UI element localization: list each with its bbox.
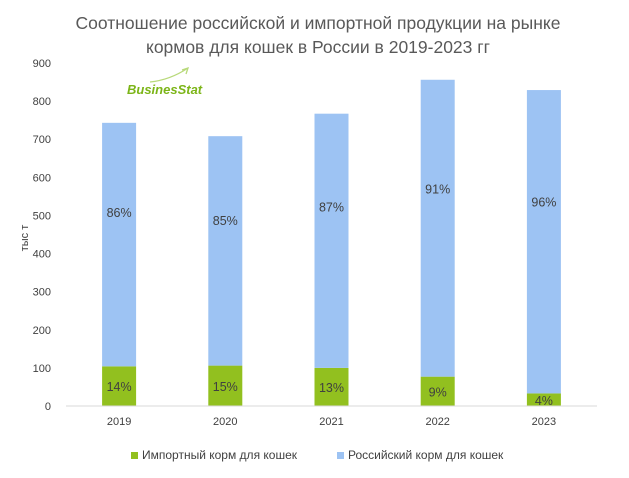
y-axis-label: тыс т xyxy=(19,225,31,252)
x-tick-label: 2023 xyxy=(532,416,556,428)
bar-domestic-2021 xyxy=(314,113,349,368)
legend-swatch-domestic xyxy=(337,452,344,459)
logo-swoosh-icon xyxy=(149,67,189,83)
bar-domestic-2022 xyxy=(420,79,455,377)
x-tick-label: 2021 xyxy=(319,416,343,428)
bar-import-2023 xyxy=(526,393,561,406)
legend: Импортный корм для кошек Российский корм … xyxy=(131,448,504,462)
y-axis: 0 100 200 300 400 500 600 700 800 900 xyxy=(33,58,51,413)
y-tick-label: 200 xyxy=(33,325,51,337)
y-tick-label: 0 xyxy=(45,401,51,413)
x-tick-label: 2019 xyxy=(107,416,131,428)
data-label: 87% xyxy=(319,201,344,215)
data-label: 85% xyxy=(213,214,238,228)
legend-label-import: Импортный корм для кошек xyxy=(142,448,298,462)
bar-import-2022 xyxy=(420,376,455,406)
data-label: 4% xyxy=(535,394,553,408)
y-tick-label: 800 xyxy=(33,96,51,108)
y-tick-label: 400 xyxy=(33,249,51,261)
chart-title-line-1: Соотношение российской и импортной проду… xyxy=(76,13,561,33)
data-label: 91% xyxy=(425,183,450,197)
bars: 14% 86% 15% 85% 13% 87% 9% 91% 4% 96% xyxy=(102,79,561,408)
y-tick-label: 500 xyxy=(33,210,51,222)
logo-text: BusinesStat xyxy=(127,82,203,97)
data-label: 14% xyxy=(107,380,132,394)
y-tick-label: 900 xyxy=(33,58,51,70)
data-label: 15% xyxy=(213,380,238,394)
bar-import-2020 xyxy=(208,365,243,406)
x-axis: 2019 2020 2021 2022 2023 xyxy=(107,416,556,428)
x-tick-label: 2022 xyxy=(425,416,449,428)
legend-label-domestic: Российский корм для кошек xyxy=(348,448,504,462)
y-tick-label: 600 xyxy=(33,172,51,184)
logo-arrow-icon xyxy=(181,66,190,75)
legend-swatch-import xyxy=(131,452,138,459)
bar-domestic-2020 xyxy=(208,136,243,366)
y-tick-label: 100 xyxy=(33,363,51,375)
data-label: 13% xyxy=(319,381,344,395)
bar-domestic-2023 xyxy=(526,90,561,394)
y-tick-label: 700 xyxy=(33,134,51,146)
data-label: 96% xyxy=(531,195,556,209)
businesstat-logo: BusinesStat xyxy=(127,66,203,97)
y-tick-label: 300 xyxy=(33,287,51,299)
bar-import-2019 xyxy=(102,366,137,406)
chart-title-line-2: кормов для кошек в России в 2019-2023 гг xyxy=(146,37,490,57)
bar-domestic-2019 xyxy=(102,122,137,367)
data-label: 86% xyxy=(107,206,132,220)
bar-import-2021 xyxy=(314,367,349,406)
x-tick-label: 2020 xyxy=(213,416,237,428)
data-label: 9% xyxy=(429,385,447,399)
